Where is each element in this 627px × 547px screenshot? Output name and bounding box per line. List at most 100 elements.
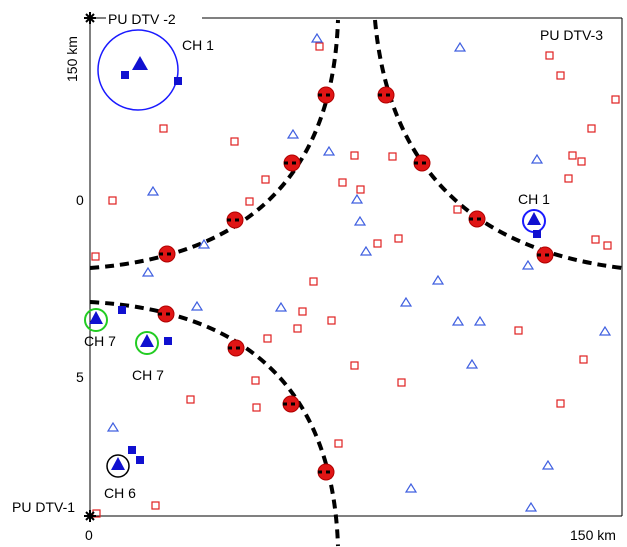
ch1-left-label: CH 1 — [182, 37, 214, 53]
su-square — [251, 376, 260, 385]
coverage-ring — [97, 29, 179, 111]
cr-nodes — [106, 32, 612, 512]
active-triangle-icon — [111, 457, 125, 470]
ch7-b-label: CH 7 — [132, 367, 164, 383]
active-square-icon — [533, 230, 541, 238]
contour-bottom-left — [89, 300, 340, 547]
cr-triangle — [106, 421, 120, 432]
cr-triangle — [274, 301, 288, 312]
su-square — [151, 501, 160, 510]
su-square — [261, 175, 270, 184]
su-square — [108, 196, 117, 205]
channel-group-ch6 — [106, 446, 144, 478]
su-square — [394, 234, 403, 243]
axis-top-left-label: 150 km — [64, 36, 80, 82]
su-square — [186, 395, 195, 404]
su-square — [556, 71, 565, 80]
su-square — [611, 95, 620, 104]
su-square — [568, 151, 577, 160]
active-triangle-icon — [527, 212, 541, 225]
transmitter-star-icon — [84, 510, 96, 522]
channel-group-ch7-b — [135, 331, 172, 355]
cr-triangle — [451, 315, 465, 326]
active-triangle-icon — [132, 56, 148, 70]
su-square — [338, 178, 347, 187]
su-square — [159, 124, 168, 133]
active-square-icon — [118, 306, 126, 314]
su-square — [545, 51, 554, 60]
protection-contours — [89, 19, 623, 547]
su-square — [564, 174, 573, 183]
cr-triangle — [322, 145, 336, 156]
axis-origin-label: 0 — [85, 527, 93, 543]
cr-triangle — [359, 245, 373, 256]
cr-triangle — [530, 153, 544, 164]
su-square — [298, 307, 307, 316]
su-square — [327, 316, 336, 325]
cr-triangle — [404, 482, 418, 493]
transmitter-star-icon — [84, 12, 96, 24]
y-tick-zero: 0 — [76, 192, 84, 208]
su-square — [350, 151, 359, 160]
contour-top-right — [373, 19, 623, 270]
secondary-users — [91, 42, 620, 518]
cr-triangle — [399, 296, 413, 307]
su-square — [315, 42, 324, 51]
su-square — [293, 324, 302, 333]
su-square — [334, 439, 343, 448]
pu-dtv-3-label: PU DTV-3 — [540, 27, 603, 43]
cr-triangle — [350, 193, 364, 204]
active-square-icon — [174, 77, 182, 85]
sensors — [157, 86, 554, 481]
su-square — [350, 361, 359, 370]
contour-top-left — [89, 19, 340, 270]
active-square-icon — [164, 337, 172, 345]
su-square — [252, 403, 261, 412]
su-square — [263, 334, 272, 343]
ch1-right-label: CH 1 — [518, 191, 550, 207]
cr-triangle — [431, 274, 445, 285]
cr-triangle — [310, 32, 324, 43]
cr-triangle — [190, 300, 204, 311]
pu-dtv-2-label: PU DTV -2 — [108, 11, 176, 27]
su-square — [397, 378, 406, 387]
active-square-icon — [121, 71, 129, 79]
channel-group-ch1-right — [522, 209, 546, 238]
cr-triangle — [598, 325, 612, 336]
pu-dtv-1-label: PU DTV-1 — [12, 499, 75, 515]
cr-triangle — [197, 238, 211, 249]
su-square — [556, 399, 565, 408]
ch7-a-label: CH 7 — [84, 333, 116, 349]
su-square — [245, 197, 254, 206]
ch6-label: CH 6 — [104, 485, 136, 501]
cr-triangle — [286, 128, 300, 139]
su-square — [591, 235, 600, 244]
su-square — [356, 185, 365, 194]
axis-bottom-right-label: 150 km — [570, 527, 616, 543]
cr-triangle — [353, 215, 367, 226]
active-triangle-icon — [89, 311, 103, 324]
channel-group-ch7-a — [84, 306, 126, 332]
su-square — [453, 205, 462, 214]
su-square — [230, 137, 239, 146]
active-square-icon — [128, 446, 136, 454]
cr-triangle — [521, 259, 535, 270]
cr-triangle — [465, 358, 479, 369]
su-square — [388, 152, 397, 161]
su-square — [309, 277, 318, 286]
sensor-dashes — [158, 93, 553, 474]
coverage-ring — [135, 331, 159, 355]
su-square — [603, 241, 612, 250]
pu-transmitters — [84, 12, 96, 522]
cr-triangle — [524, 501, 538, 512]
channel-group-ch1-left — [97, 29, 182, 111]
cr-triangle — [141, 266, 155, 277]
active-square-icon — [136, 456, 144, 464]
cr-triangle — [453, 41, 467, 52]
su-square — [579, 355, 588, 364]
active-triangle-icon — [140, 334, 154, 347]
cr-triangle — [473, 315, 487, 326]
y-tick-five: 5 — [76, 369, 84, 385]
cr-triangle — [146, 185, 160, 196]
